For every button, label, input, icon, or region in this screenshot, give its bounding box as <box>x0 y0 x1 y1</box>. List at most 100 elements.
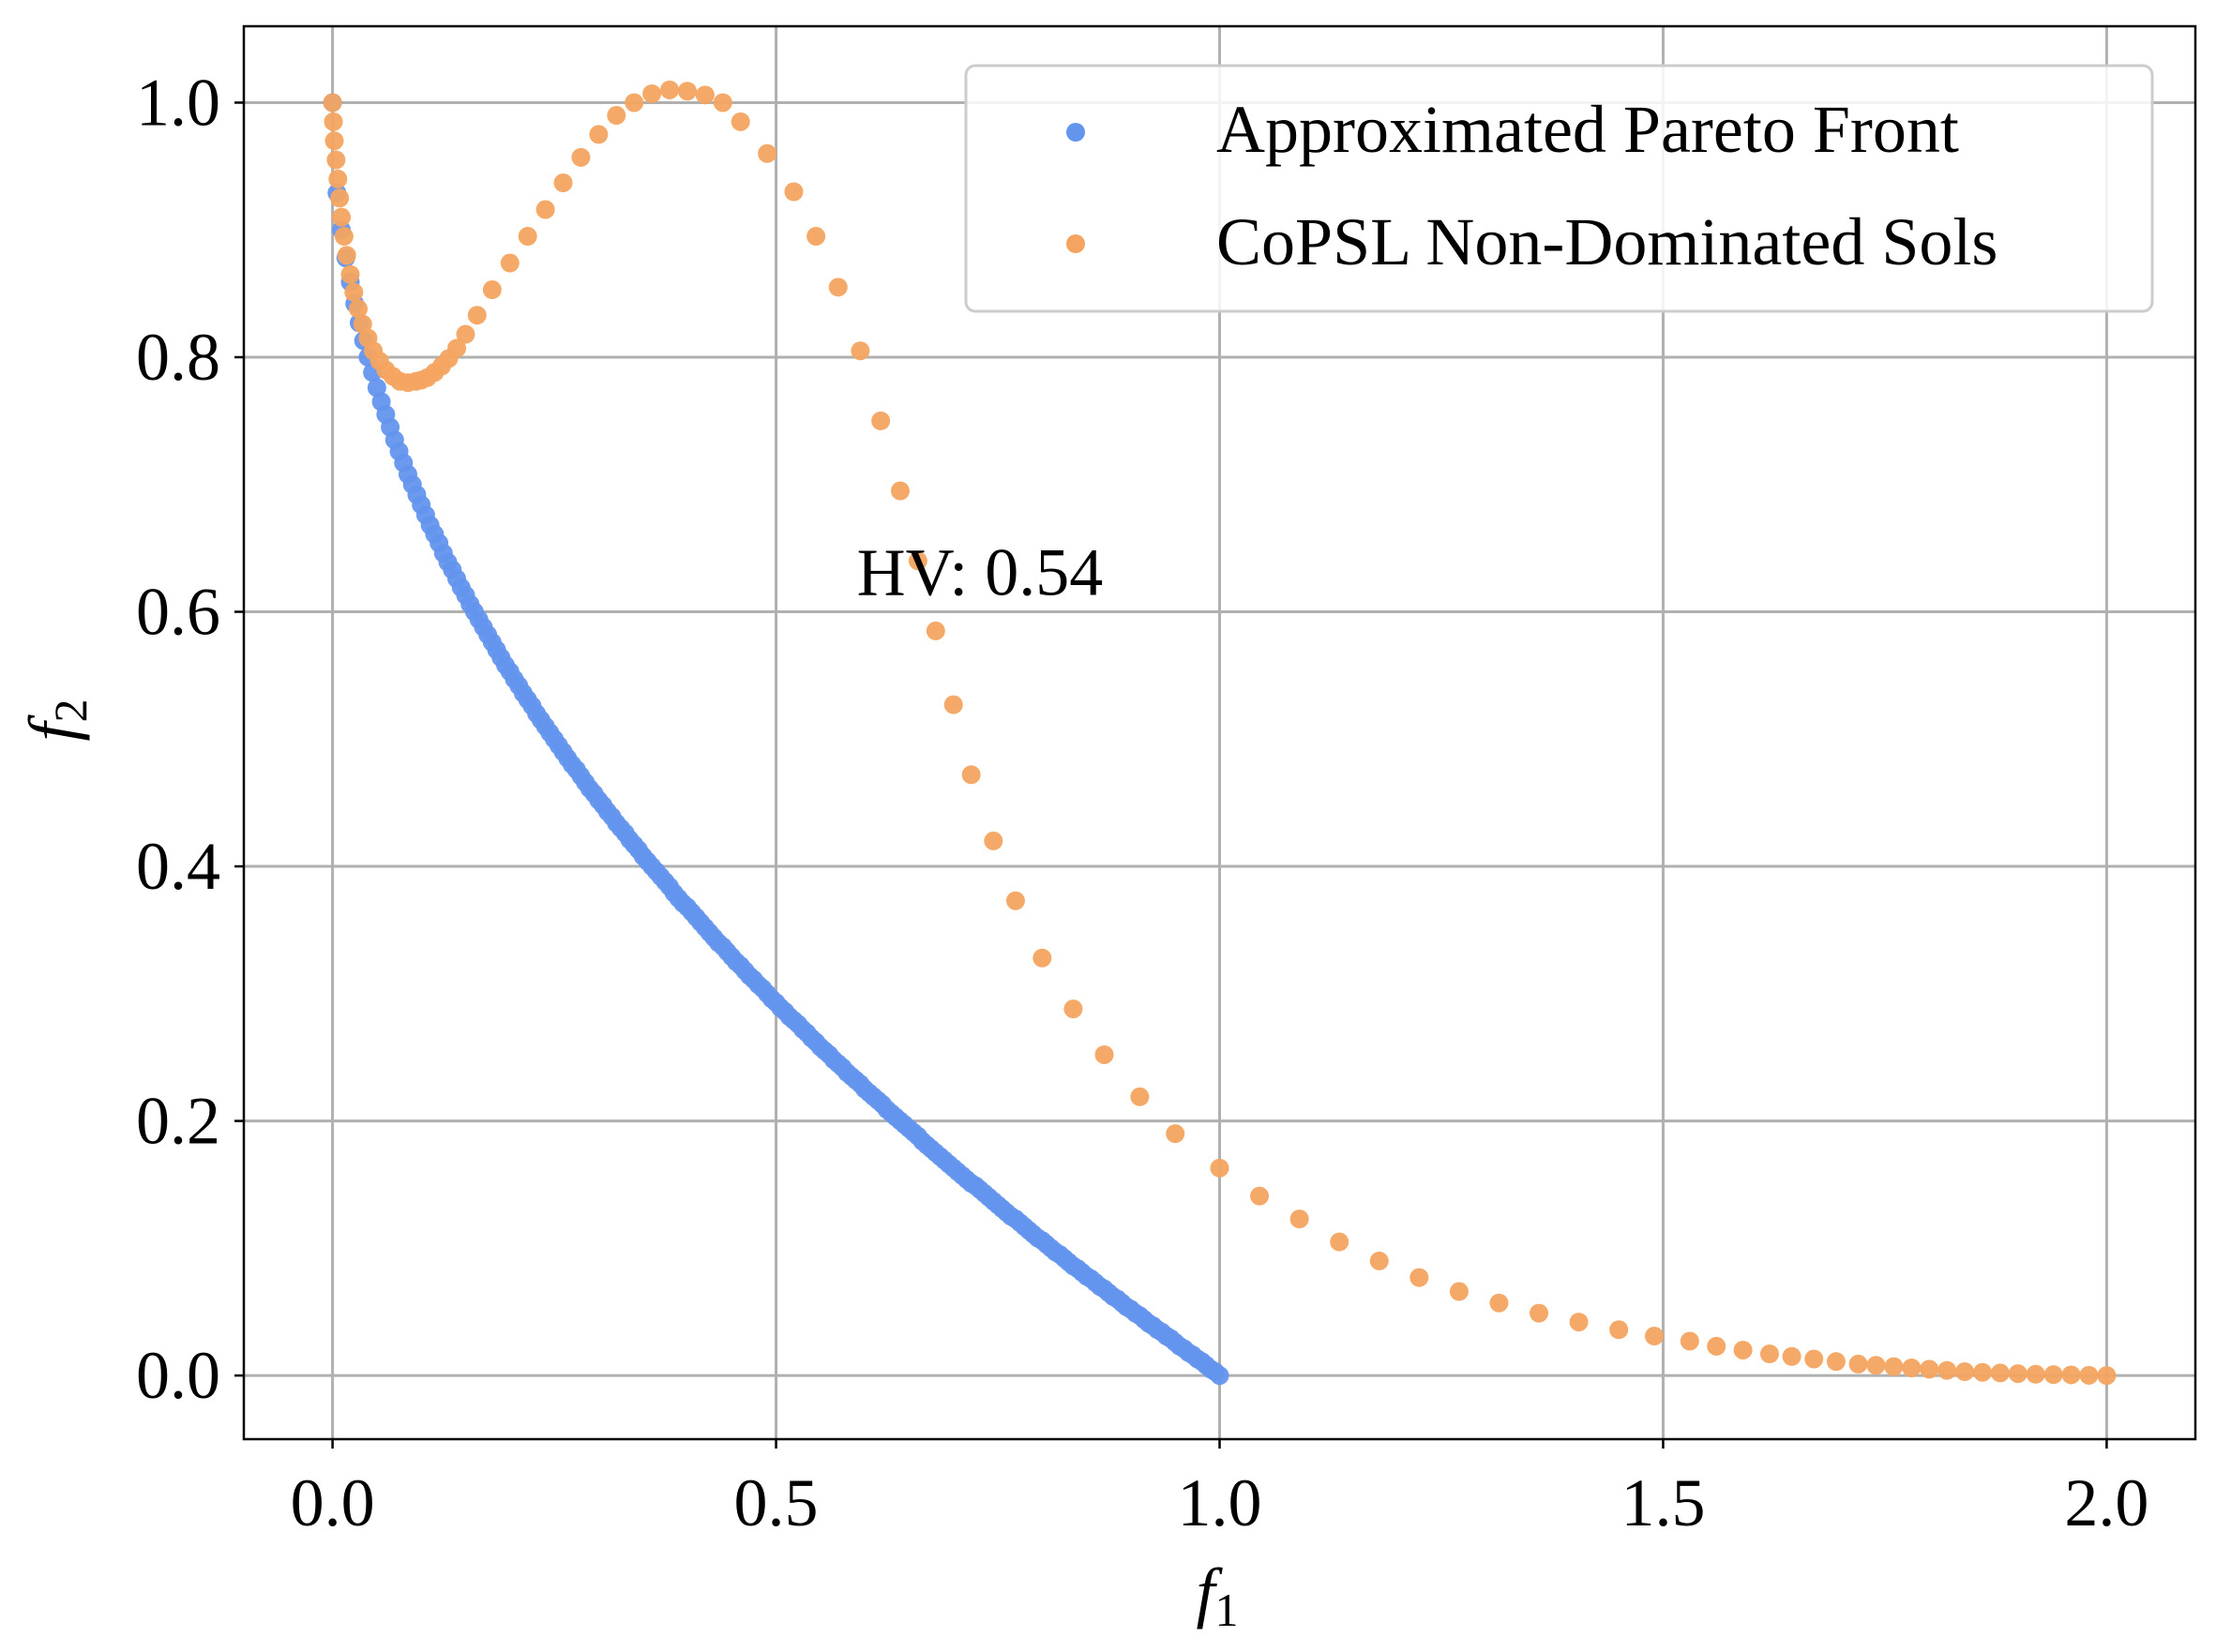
legend-label-copsl: CoPSL Non-Dominated Sols <box>1216 204 1997 279</box>
copsl-point <box>695 85 715 105</box>
copsl-point <box>828 278 848 297</box>
copsl-point <box>589 125 609 144</box>
copsl-point <box>1920 1359 1939 1379</box>
y-tick-label: 0.0 <box>136 1338 220 1413</box>
copsl-point <box>871 411 891 430</box>
copsl-point <box>2097 1366 2117 1386</box>
y-tick-label: 0.6 <box>136 575 220 650</box>
copsl-point <box>2043 1365 2063 1385</box>
copsl-point <box>447 338 467 358</box>
y-tick-label: 0.2 <box>136 1084 220 1159</box>
copsl-point <box>677 82 697 101</box>
y-axis-label: f2 <box>15 698 97 741</box>
copsl-point <box>1530 1303 1549 1323</box>
copsl-point <box>1644 1327 1664 1346</box>
y-tick-label: 0.4 <box>136 829 220 904</box>
copsl-point <box>1804 1349 1824 1369</box>
copsl-point <box>326 150 346 170</box>
copsl-point <box>1955 1362 1975 1382</box>
copsl-point <box>1884 1357 1904 1376</box>
x-tick-label: 2.0 <box>2064 1465 2148 1540</box>
y-axis-label-subscript: 2 <box>44 698 97 722</box>
copsl-point <box>758 143 777 163</box>
copsl-point <box>330 188 350 208</box>
copsl-point <box>1569 1313 1589 1332</box>
copsl-point <box>456 324 475 344</box>
copsl-point <box>482 280 502 300</box>
y-tick-label: 1.0 <box>136 65 220 140</box>
copsl-point <box>943 695 963 714</box>
copsl-point <box>1972 1362 1992 1382</box>
copsl-point <box>324 131 344 151</box>
copsl-point <box>1449 1282 1469 1301</box>
copsl-point <box>553 173 573 192</box>
copsl-point <box>961 765 981 785</box>
copsl-point <box>349 299 369 319</box>
copsl-point <box>1937 1360 1957 1380</box>
copsl-point <box>1902 1358 1922 1377</box>
copsl-point <box>1680 1331 1699 1351</box>
copsl-point <box>337 246 356 265</box>
copsl-point <box>1733 1340 1753 1359</box>
copsl-point <box>1707 1336 1726 1356</box>
copsl-point <box>571 147 591 167</box>
copsl-point <box>1489 1293 1509 1313</box>
copsl-point <box>625 93 644 113</box>
copsl-point <box>1289 1209 1309 1229</box>
copsl-point <box>1759 1344 1779 1364</box>
copsl-point <box>1826 1352 1846 1372</box>
copsl-point <box>1609 1320 1629 1340</box>
series-copsl <box>323 80 2117 1386</box>
x-tick-label: 0.5 <box>734 1465 819 1540</box>
copsl-point <box>851 341 870 361</box>
legend-box <box>964 64 2154 313</box>
x-tick-label: 1.0 <box>1178 1465 1262 1540</box>
legend-marker-copsl <box>1066 234 1085 253</box>
hv-annotation: HV: 0.54 <box>857 535 1104 610</box>
copsl-point <box>1210 1158 1229 1178</box>
x-axis-label-subscript: 1 <box>1215 1584 1239 1636</box>
copsl-point <box>807 227 826 247</box>
copsl-point <box>1369 1251 1389 1270</box>
copsl-point <box>323 93 342 113</box>
legend-label-pareto-front: Approximated Pareto Front <box>1216 92 1959 167</box>
copsl-point <box>344 282 364 302</box>
copsl-point <box>1033 948 1052 968</box>
copsl-point <box>642 83 662 103</box>
copsl-point <box>2026 1364 2045 1384</box>
copsl-point <box>660 80 680 99</box>
copsl-point <box>334 227 354 247</box>
copsl-point <box>1130 1087 1150 1106</box>
copsl-point <box>340 264 360 284</box>
copsl-point <box>713 93 732 113</box>
copsl-point <box>2008 1364 2028 1384</box>
copsl-point <box>1005 891 1025 910</box>
copsl-point <box>1166 1124 1185 1144</box>
copsl-point <box>1848 1354 1868 1374</box>
copsl-point <box>1866 1356 1886 1375</box>
copsl-point <box>1409 1268 1429 1287</box>
copsl-point <box>1782 1346 1801 1366</box>
x-tick-label: 1.5 <box>1621 1465 1705 1540</box>
copsl-point <box>332 207 352 227</box>
copsl-point <box>500 253 520 273</box>
copsl-point <box>1063 999 1083 1019</box>
copsl-point <box>908 551 927 571</box>
copsl-point <box>890 481 910 501</box>
copsl-point <box>535 200 555 219</box>
copsl-point <box>1094 1044 1114 1064</box>
copsl-point <box>328 169 348 188</box>
copsl-point <box>1250 1186 1270 1206</box>
copsl-point <box>784 182 804 202</box>
copsl-point <box>467 306 487 325</box>
copsl-point <box>518 227 537 247</box>
tick-labels: 0.0 0.5 1.0 1.5 2.0 0.0 0.2 0.4 0.6 0.8 1.0 <box>136 65 2148 1540</box>
legend-marker-pareto-front <box>1066 123 1085 142</box>
x-tick-label: 0.0 <box>291 1465 375 1540</box>
copsl-point <box>926 621 945 640</box>
plot-marks <box>323 80 2117 1386</box>
pareto-front-point <box>1210 1366 1229 1386</box>
legend: Approximated Pareto Front CoPSL Non-Domi… <box>964 64 2154 313</box>
copsl-point <box>324 112 343 131</box>
